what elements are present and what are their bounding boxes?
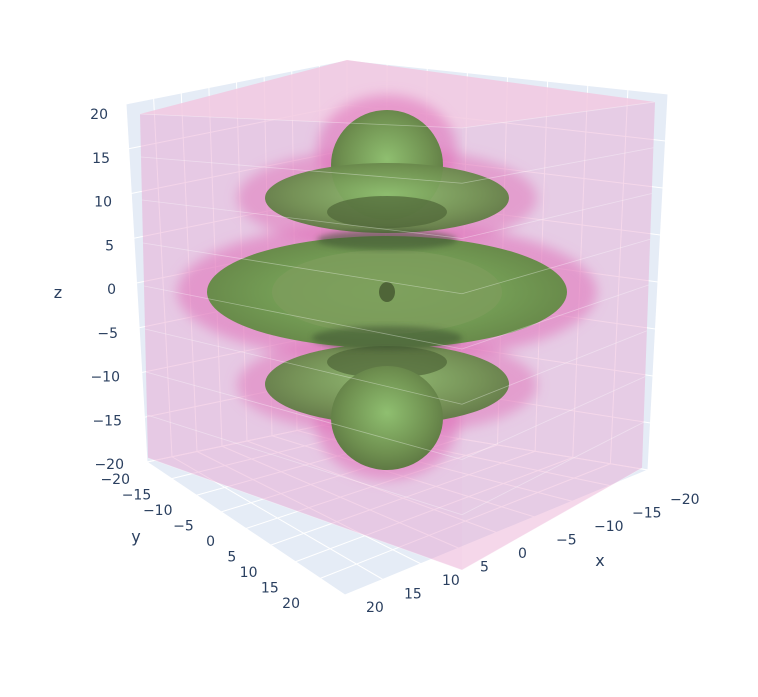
z-tick-4: 0 bbox=[107, 282, 116, 298]
grid-line-right-x-0 bbox=[647, 93, 669, 471]
front-grid-right-8 bbox=[461, 101, 656, 129]
x-tick-5: 5 bbox=[480, 560, 489, 576]
z-tick-7: 15 bbox=[92, 151, 110, 167]
grid-line-left-y-0 bbox=[125, 103, 148, 463]
front-grid-right-2 bbox=[461, 376, 646, 460]
grid-line-floor-x-0 bbox=[146, 461, 346, 596]
front-grid-right-7 bbox=[461, 147, 654, 184]
inner-isosurface bbox=[207, 110, 567, 470]
mid-texture-top bbox=[317, 230, 457, 250]
y-axis-title: y bbox=[131, 527, 140, 546]
top-ring-hole bbox=[327, 196, 447, 228]
y-tick-7: 15 bbox=[261, 581, 279, 597]
z-tick-8: 20 bbox=[90, 107, 108, 123]
x-tick-8: 20 bbox=[366, 600, 384, 616]
x-tick-1: −15 bbox=[632, 506, 662, 522]
front-grid-left-6 bbox=[141, 199, 463, 239]
grid-line-floor-x-2 bbox=[196, 451, 421, 565]
y-tick-1: −15 bbox=[122, 488, 152, 504]
front-grid-left-7 bbox=[140, 156, 463, 184]
mid-texture-bottom bbox=[312, 326, 462, 350]
floor bbox=[147, 420, 648, 595]
y-tick-3: −5 bbox=[173, 519, 194, 535]
y-tick-8: 20 bbox=[282, 596, 300, 612]
front-wall-grid bbox=[139, 101, 656, 571]
bottom-lobe bbox=[331, 366, 443, 470]
z-tick-6: 10 bbox=[94, 195, 112, 211]
front-grid-left-3 bbox=[144, 328, 463, 405]
y-tick-4: 0 bbox=[206, 534, 215, 550]
z-tick-0: −20 bbox=[94, 457, 124, 473]
front-grid-left-4 bbox=[143, 285, 463, 350]
grid-line-floor-x-4 bbox=[246, 440, 497, 533]
z-tick-1: −15 bbox=[92, 413, 122, 429]
y-tick-0: −20 bbox=[100, 472, 130, 488]
front-grid-right-3 bbox=[461, 330, 648, 405]
x-axis-title: x bbox=[595, 551, 604, 570]
grid-line-floor-x-3 bbox=[221, 445, 459, 549]
x-tick-4: 0 bbox=[518, 546, 527, 562]
x-axis-ticks: −20 −15 −10 −5 0 5 10 15 20 bbox=[366, 492, 700, 616]
center-dot bbox=[379, 282, 395, 302]
x-tick-7: 15 bbox=[404, 587, 422, 603]
x-tick-0: −20 bbox=[670, 492, 700, 508]
x-tick-2: −10 bbox=[594, 519, 624, 535]
front-grid-right-5 bbox=[461, 238, 651, 295]
front-grid-left-0 bbox=[147, 457, 463, 571]
front-grid-right-0 bbox=[461, 467, 643, 571]
grid-line-left-y-1 bbox=[153, 98, 173, 457]
front-grid-right-4 bbox=[461, 284, 649, 350]
y-tick-5: 5 bbox=[227, 550, 236, 566]
grid-line-floor-x-1 bbox=[171, 456, 384, 580]
front-grid-left-5 bbox=[142, 242, 463, 295]
z-tick-2: −10 bbox=[90, 370, 120, 386]
z-axis-title: z bbox=[54, 283, 62, 302]
x-tick-6: 10 bbox=[442, 573, 460, 589]
outer-shell-top bbox=[140, 60, 655, 128]
front-grid-left-2 bbox=[145, 371, 463, 460]
y-tick-6: 10 bbox=[240, 565, 258, 581]
front-grid-left-8 bbox=[139, 113, 463, 129]
z-tick-5: 5 bbox=[105, 238, 114, 254]
z-tick-3: −5 bbox=[97, 326, 118, 342]
z-axis-ticks: −20 −15 −10 −5 0 5 10 15 20 bbox=[90, 107, 124, 473]
front-grid-left-1 bbox=[146, 414, 463, 516]
front-grid-right-6 bbox=[461, 193, 652, 239]
y-tick-2: −10 bbox=[143, 503, 173, 519]
bottom-ring-hole bbox=[327, 346, 447, 378]
x-tick-3: −5 bbox=[556, 533, 577, 549]
front-grid-right-1 bbox=[461, 421, 644, 516]
grid-line-right-x-1 bbox=[609, 89, 629, 464]
